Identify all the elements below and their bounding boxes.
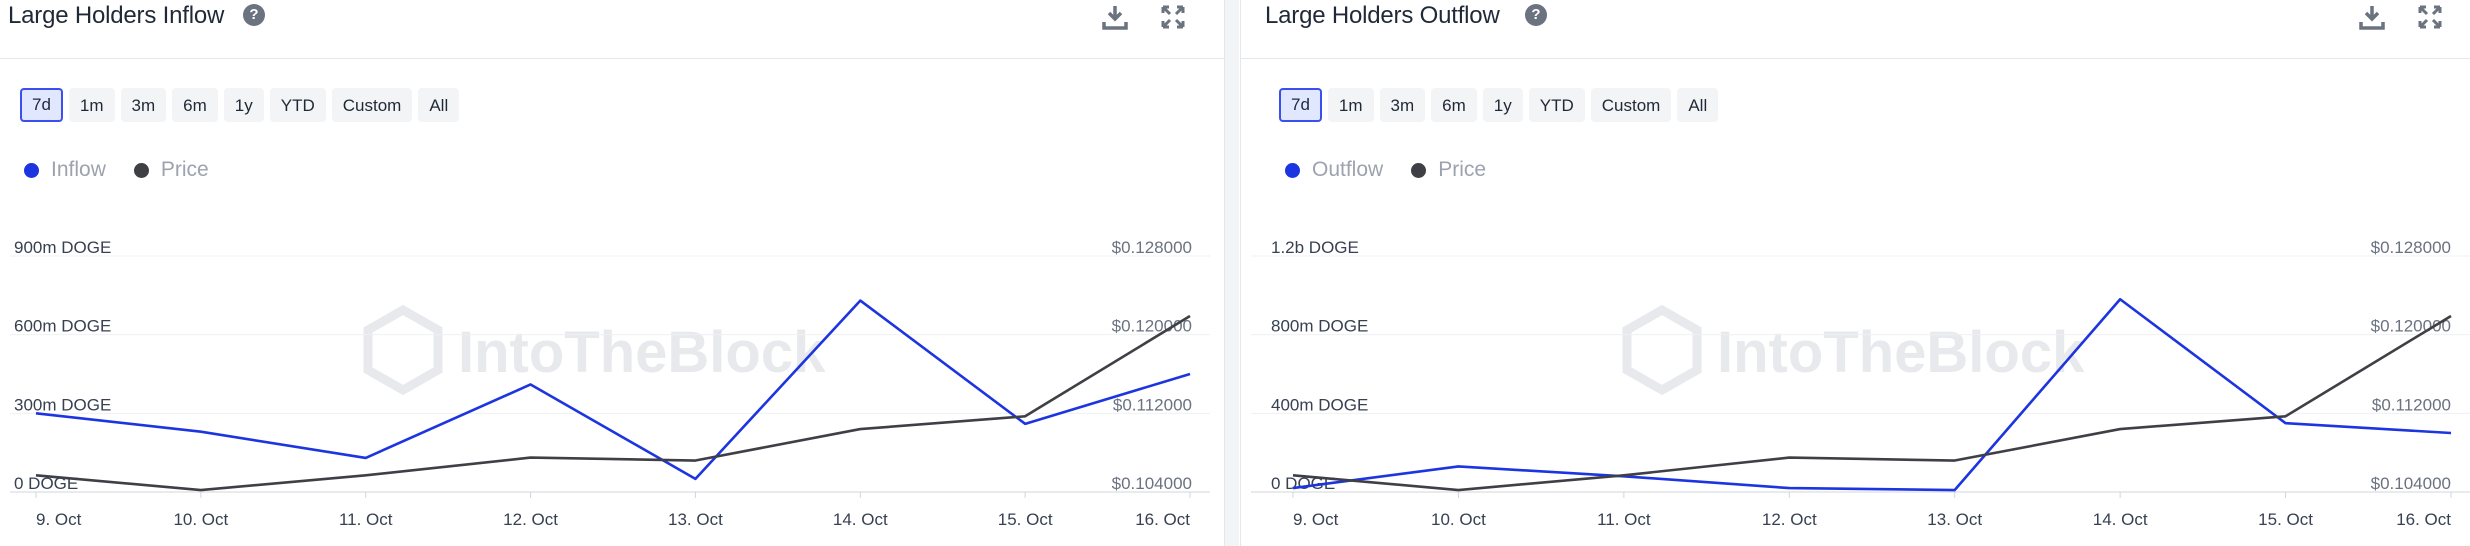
series-line-outflow[interactable] bbox=[1292, 297, 2452, 492]
range-button-6m[interactable]: 6m bbox=[172, 88, 218, 122]
expand-icon[interactable] bbox=[2415, 2, 2445, 32]
watermark-text: IntoTheBlock bbox=[458, 320, 826, 385]
y-right-tick-label: $0.128000 bbox=[1112, 238, 1192, 257]
panel-header: Large Holders Outflow ? bbox=[1241, 0, 2470, 59]
range-button-all[interactable]: All bbox=[418, 88, 460, 122]
range-button-all[interactable]: All bbox=[1677, 88, 1719, 122]
range-button-ytd[interactable]: YTD bbox=[269, 88, 326, 122]
download-icon[interactable] bbox=[1100, 2, 1130, 32]
series-line-price[interactable] bbox=[1292, 314, 2452, 492]
x-tick-label: 15. Oct bbox=[998, 510, 1053, 529]
x-tick-label: 10. Oct bbox=[1431, 510, 1486, 529]
help-icon[interactable]: ? bbox=[243, 4, 265, 26]
legend-dot-price bbox=[133, 162, 149, 178]
range-button-1y[interactable]: 1y bbox=[223, 88, 264, 122]
y-right-tick-label: $0.120000 bbox=[2371, 317, 2451, 336]
watermark-logo-icon bbox=[363, 304, 443, 396]
legend-label-price: Price bbox=[160, 158, 209, 181]
x-tick-label: 14. Oct bbox=[833, 510, 888, 529]
y-right-tick-label: $0.104000 bbox=[2371, 474, 2451, 493]
y-right-tick-label: $0.104000 bbox=[1112, 474, 1192, 493]
y-left-tick-label: 1.2b DOGE bbox=[1271, 238, 1359, 257]
range-button-7d[interactable]: 7d bbox=[1279, 88, 1322, 122]
range-button-1y[interactable]: 1y bbox=[1482, 88, 1523, 122]
x-tick-label: 9. Oct bbox=[1293, 510, 1339, 529]
range-button-ytd[interactable]: YTD bbox=[1528, 88, 1585, 122]
series-line-inflow[interactable] bbox=[35, 299, 1191, 481]
y-left-tick-label: 900m DOGE bbox=[14, 238, 111, 257]
range-button-1m[interactable]: 1m bbox=[68, 88, 115, 122]
x-tick-label: 12. Oct bbox=[503, 510, 558, 529]
range-button-3m[interactable]: 3m bbox=[120, 88, 167, 122]
legend-item-price[interactable]: Price bbox=[1411, 158, 1486, 182]
x-tick-label: 13. Oct bbox=[1927, 510, 1982, 529]
legend-dot-outflow bbox=[1285, 162, 1300, 178]
time-range-selector: 7d 1m 3m 6m 1y YTD Custom All bbox=[20, 88, 460, 122]
y-left-tick-label: 300m DOGE bbox=[14, 395, 111, 414]
y-left-tick-label: 600m DOGE bbox=[14, 317, 111, 336]
inflow-panel: Large Holders Inflow ? 7d 1m 3m 6m 1y YT… bbox=[0, 0, 1225, 546]
panel-gap bbox=[1225, 0, 1239, 546]
legend-label-outflow: Outflow bbox=[1312, 158, 1384, 181]
watermark-logo-icon bbox=[1622, 304, 1702, 396]
legend-item-outflow[interactable]: Outflow bbox=[1285, 158, 1383, 182]
y-right-tick-label: $0.128000 bbox=[2371, 238, 2451, 257]
expand-icon[interactable] bbox=[1158, 2, 1188, 32]
legend-item-inflow[interactable]: Inflow bbox=[24, 158, 106, 182]
legend-item-price[interactable]: Price bbox=[133, 158, 209, 182]
x-tick-label: 11. Oct bbox=[339, 510, 393, 529]
download-icon[interactable] bbox=[2357, 2, 2387, 32]
range-button-7d[interactable]: 7d bbox=[20, 88, 63, 122]
range-button-3m[interactable]: 3m bbox=[1379, 88, 1426, 122]
watermark: IntoTheBlock bbox=[1622, 304, 2085, 396]
panel-title: Large Holders Outflow bbox=[1265, 2, 1500, 29]
y-right-tick-label: $0.112000 bbox=[2372, 395, 2451, 414]
watermark-text: IntoTheBlock bbox=[1717, 320, 2085, 385]
y-right-tick-label: $0.112000 bbox=[1113, 395, 1192, 414]
x-tick-label: 9. Oct bbox=[36, 510, 82, 529]
x-tick-label: 12. Oct bbox=[1762, 510, 1817, 529]
x-tick-label: 16. Oct bbox=[1135, 510, 1190, 529]
legend-label-inflow: Inflow bbox=[51, 158, 106, 181]
x-tick-label: 14. Oct bbox=[2093, 510, 2148, 529]
range-button-custom[interactable]: Custom bbox=[1590, 88, 1672, 122]
range-button-6m[interactable]: 6m bbox=[1431, 88, 1477, 122]
range-button-custom[interactable]: Custom bbox=[331, 88, 413, 122]
y-right-tick-label: $0.120000 bbox=[1112, 317, 1192, 336]
chart-legend: Outflow Price bbox=[1285, 158, 1486, 182]
x-tick-label: 16. Oct bbox=[2396, 510, 2451, 529]
outflow-panel: Large Holders Outflow ? 7d 1m 3m 6m 1y Y… bbox=[1240, 0, 2470, 546]
range-button-1m[interactable]: 1m bbox=[1327, 88, 1374, 122]
legend-label-price: Price bbox=[1438, 158, 1487, 181]
panel-title: Large Holders Inflow bbox=[8, 2, 225, 29]
x-tick-label: 11. Oct bbox=[1597, 510, 1651, 529]
watermark: IntoTheBlock bbox=[363, 304, 826, 396]
legend-dot-inflow bbox=[24, 162, 39, 178]
series-line-price[interactable] bbox=[35, 314, 1191, 492]
time-range-selector: 7d 1m 3m 6m 1y YTD Custom All bbox=[1279, 88, 1719, 122]
legend-dot-price bbox=[1411, 162, 1427, 178]
help-icon[interactable]: ? bbox=[1525, 4, 1547, 26]
x-tick-label: 15. Oct bbox=[2258, 510, 2313, 529]
x-tick-label: 10. Oct bbox=[173, 510, 228, 529]
chart-legend: Inflow Price bbox=[24, 158, 209, 182]
y-left-tick-label: 800m DOGE bbox=[1271, 317, 1368, 336]
panel-header: Large Holders Inflow ? bbox=[0, 0, 1224, 59]
x-tick-label: 13. Oct bbox=[668, 510, 723, 529]
y-left-tick-label: 400m DOGE bbox=[1271, 395, 1368, 414]
